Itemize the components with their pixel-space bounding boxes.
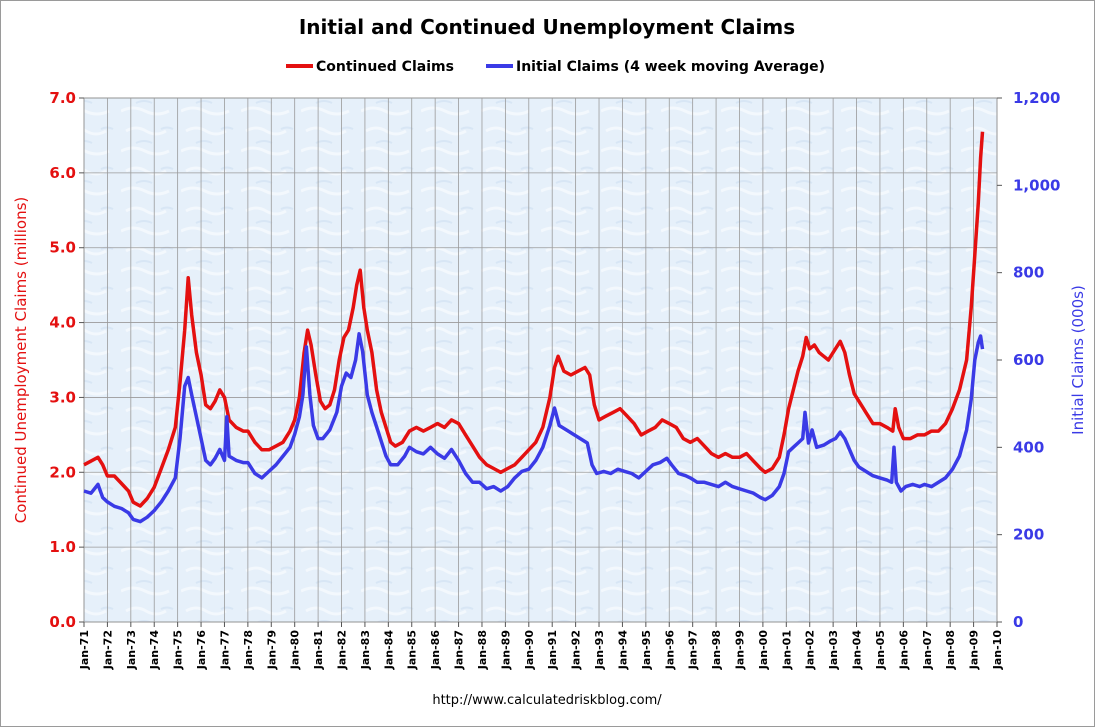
x-tick-label: Jan-00 xyxy=(757,630,770,671)
gridlines xyxy=(83,97,998,623)
x-tick-label: Jan-90 xyxy=(523,630,536,671)
left-tick-label: 1.0 xyxy=(49,538,76,556)
x-tick-label: Jan-93 xyxy=(593,630,606,670)
x-tick-label: Jan-84 xyxy=(382,630,395,671)
right-tick-label: 1,000 xyxy=(1013,176,1060,194)
x-tick-label: Jan-79 xyxy=(265,630,278,670)
legend-label-initial: Initial Claims (4 week moving Average) xyxy=(516,59,825,75)
right-axis-ticks: 0 200 400 600 800 1,000 1,200 xyxy=(997,89,1060,631)
x-tick-label: Jan-78 xyxy=(242,630,255,670)
x-tick-label: Jan-01 xyxy=(780,630,793,670)
x-tick-label: Jan-77 xyxy=(218,630,231,670)
plot-area xyxy=(83,97,998,623)
x-tick-label: Jan-94 xyxy=(616,630,629,671)
left-tick-label: 3.0 xyxy=(49,388,76,406)
x-tick-label: Jan-80 xyxy=(289,630,302,671)
chart-title: Initial and Continued Unemployment Claim… xyxy=(299,15,795,39)
x-tick-label: Jan-71 xyxy=(78,630,91,670)
x-tick-label: Jan-09 xyxy=(968,630,981,670)
x-axis-ticks: Jan-71 Jan-72 Jan-73 Jan-74 Jan-75 Jan-76 Jan-… xyxy=(78,622,1004,670)
left-tick-label: 2.0 xyxy=(49,463,76,481)
right-tick-label: 1,200 xyxy=(1013,89,1060,107)
x-tick-label: Jan-05 xyxy=(874,630,887,670)
legend-label-continued: Continued Claims xyxy=(316,59,454,75)
x-tick-label: Jan-83 xyxy=(359,630,372,670)
footer-url: http://www.calculatedriskblog.com/ xyxy=(432,693,662,708)
x-tick-label: Jan-07 xyxy=(921,630,934,670)
legend: Continued Claims Initial Claims (4 week … xyxy=(286,59,825,75)
x-tick-label: Jan-98 xyxy=(710,630,723,670)
left-tick-label: 6.0 xyxy=(49,164,76,182)
x-tick-label: Jan-73 xyxy=(125,630,138,670)
x-tick-label: Jan-72 xyxy=(101,630,114,670)
right-tick-label: 600 xyxy=(1013,351,1044,369)
data-lines xyxy=(83,131,985,524)
right-tick-label: 200 xyxy=(1013,526,1044,544)
right-axis-title: Initial Claims (000s) xyxy=(1069,285,1087,435)
x-tick-label: Jan-10 xyxy=(991,630,1004,671)
x-tick-label: Jan-74 xyxy=(148,630,161,671)
x-tick-label: Jan-03 xyxy=(827,630,840,670)
x-tick-label: Jan-95 xyxy=(640,630,653,670)
x-tick-label: Jan-88 xyxy=(476,630,489,670)
left-tick-label: 4.0 xyxy=(49,314,76,332)
left-tick-label: 5.0 xyxy=(49,239,76,257)
right-tick-label: 800 xyxy=(1013,264,1044,282)
x-tick-label: Jan-92 xyxy=(570,630,583,670)
x-tick-label: Jan-97 xyxy=(687,630,700,670)
right-tick-label: 400 xyxy=(1013,438,1044,456)
left-tick-label: 7.0 xyxy=(49,89,76,107)
left-axis-ticks: 0.0 1.0 2.0 3.0 4.0 5.0 6.0 7.0 xyxy=(49,89,84,631)
x-tick-label: Jan-76 xyxy=(195,630,208,671)
left-tick-label: 0.0 xyxy=(49,613,76,631)
x-tick-label: Jan-85 xyxy=(406,630,419,670)
x-tick-label: Jan-81 xyxy=(312,630,325,670)
x-tick-label: Jan-04 xyxy=(851,630,864,671)
x-tick-label: Jan-96 xyxy=(663,630,676,671)
x-tick-label: Jan-82 xyxy=(336,630,349,670)
x-tick-label: Jan-75 xyxy=(172,630,185,670)
x-tick-label: Jan-89 xyxy=(499,630,512,670)
x-tick-label: Jan-08 xyxy=(944,630,957,670)
x-tick-label: Jan-91 xyxy=(546,630,559,670)
x-tick-label: Jan-02 xyxy=(804,630,817,670)
x-tick-label: Jan-06 xyxy=(897,630,910,671)
x-tick-label: Jan-99 xyxy=(733,630,746,670)
right-tick-label: 0 xyxy=(1013,613,1023,631)
x-tick-label: Jan-87 xyxy=(453,630,466,670)
left-axis-title: Continued Unemployment Claims (millions) xyxy=(12,197,30,523)
x-tick-label: Jan-86 xyxy=(429,630,442,671)
series-initial-claims-line xyxy=(83,332,985,524)
